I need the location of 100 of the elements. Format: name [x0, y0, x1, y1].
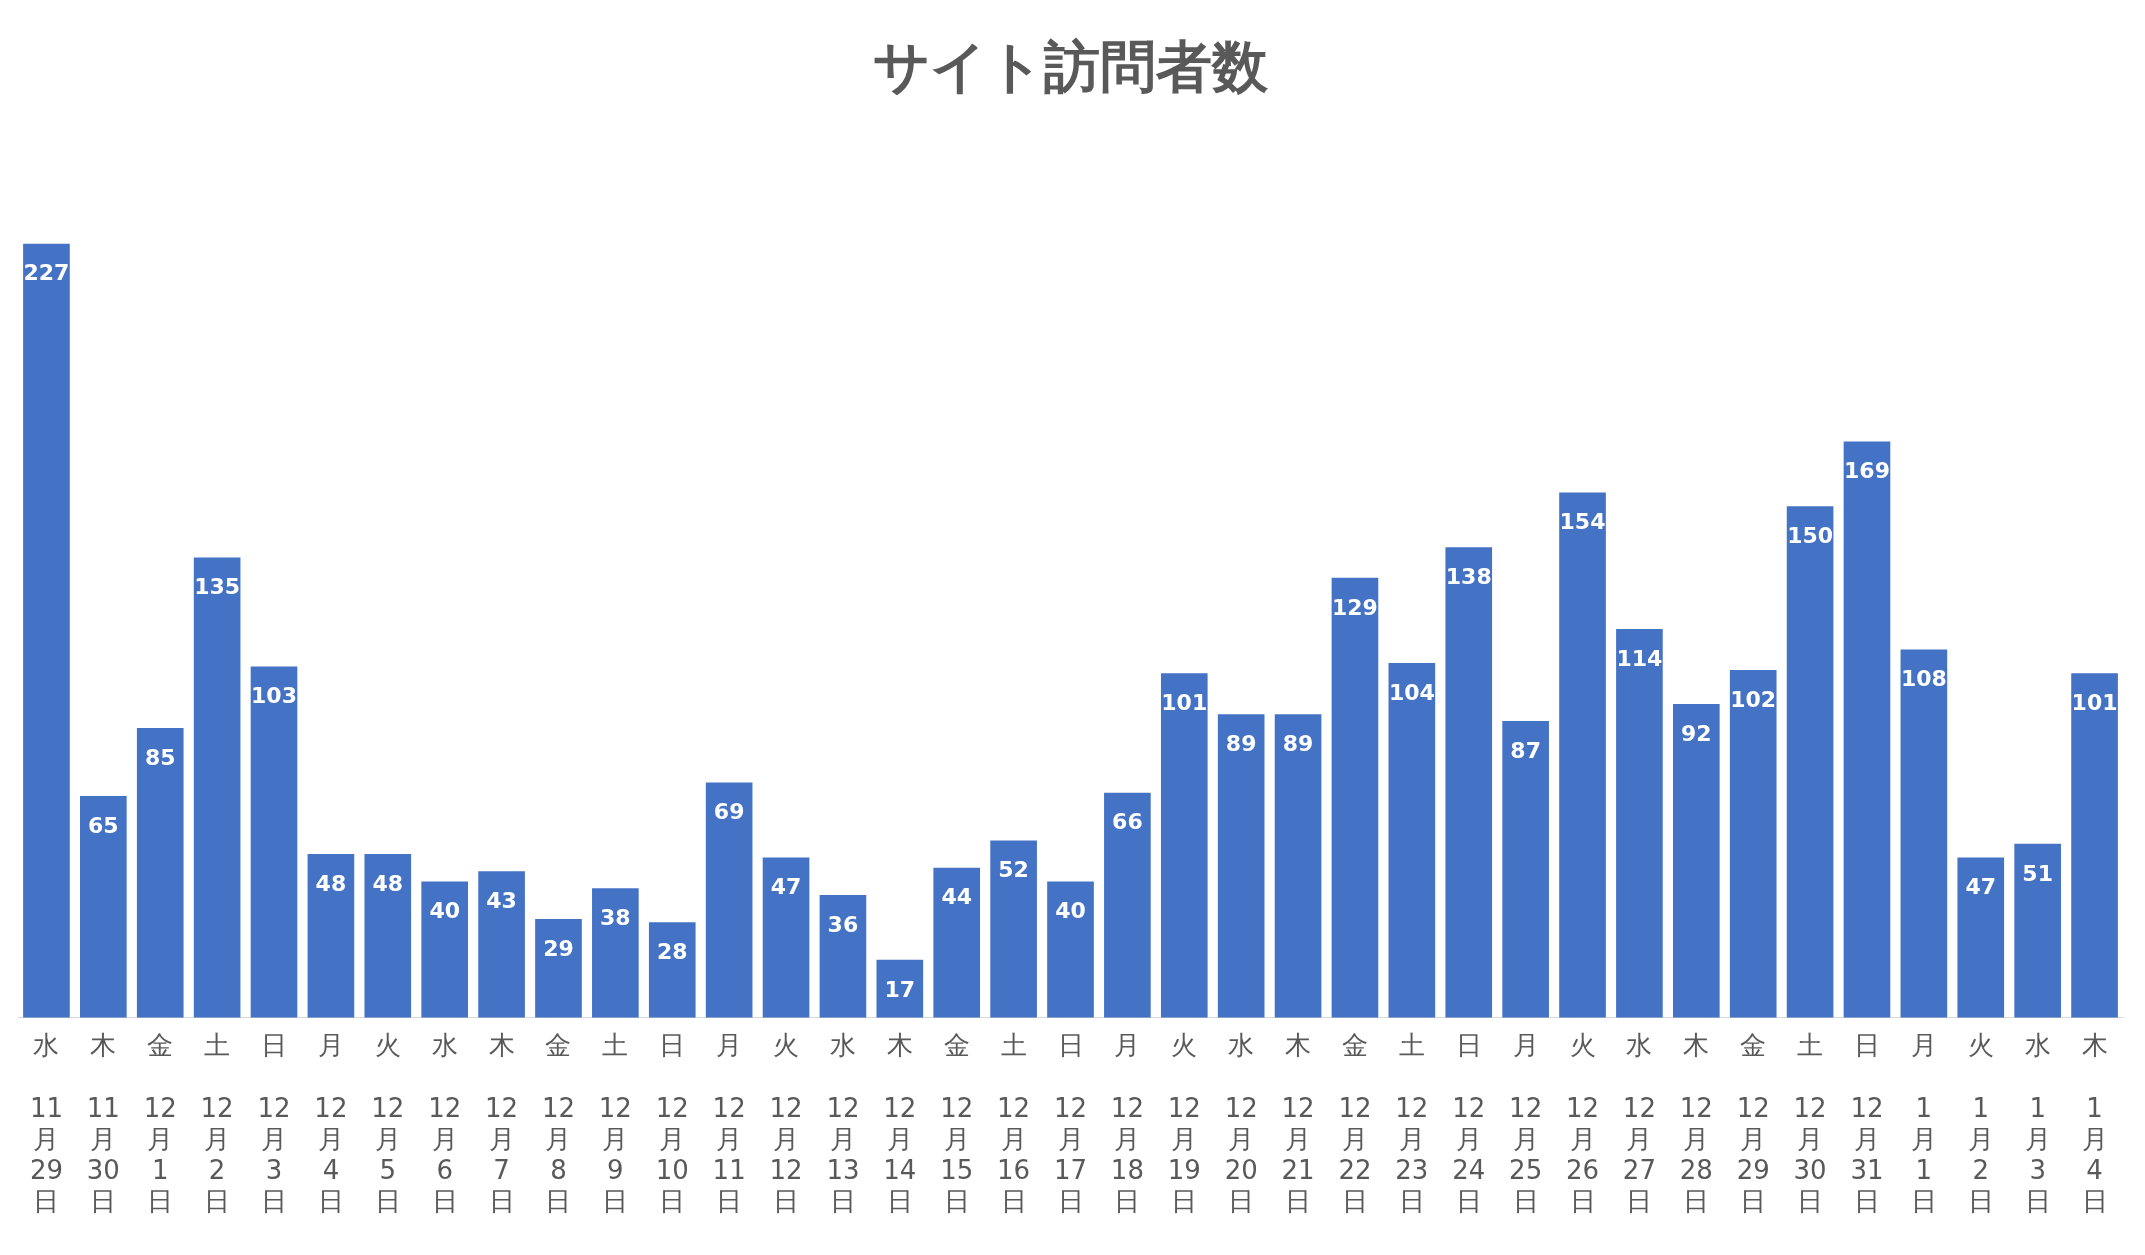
- category-label: 木 11月30日: [86, 1030, 120, 1217]
- category-label: 火 12月12日: [769, 1030, 803, 1217]
- category-label: 木 12月21日: [1281, 1030, 1315, 1217]
- bar: [1900, 649, 1948, 1018]
- category-label: 日 12月10日: [655, 1030, 689, 1217]
- category-label: 月 12月25日: [1509, 1030, 1543, 1217]
- data-label: 169: [1844, 458, 1890, 484]
- category-label: 月 12月18日: [1110, 1030, 1144, 1217]
- category-label: 木 12月14日: [883, 1030, 917, 1217]
- data-label: 108: [1900, 666, 1947, 692]
- category-label: 火 12月19日: [1167, 1030, 1201, 1217]
- category-label: 月 12月11日: [712, 1030, 746, 1217]
- category-label: 月 1月1日: [1910, 1030, 1937, 1217]
- bar: [136, 727, 184, 1018]
- bar: [1502, 721, 1549, 1018]
- category-label: 水 12月13日: [826, 1030, 860, 1217]
- data-label: 28: [656, 939, 688, 965]
- category-label: 金 12月1日: [143, 1030, 177, 1217]
- bar: [819, 895, 867, 1018]
- category-label: 土 12月2日: [200, 1030, 234, 1217]
- data-label: 40: [1055, 898, 1086, 924]
- bar: [80, 796, 127, 1018]
- data-label: 65: [88, 812, 119, 838]
- data-label: 104: [1388, 679, 1435, 705]
- data-label: 227: [23, 260, 70, 286]
- data-label: 129: [1331, 594, 1378, 620]
- chart-title: サイト訪問者数: [873, 34, 1269, 100]
- category-label: 日 12月3日: [257, 1030, 291, 1217]
- category-label: 火 12月26日: [1565, 1030, 1600, 1217]
- data-label: 48: [372, 870, 404, 896]
- data-label: 44: [941, 884, 973, 910]
- category-label: 水 12月20日: [1224, 1030, 1258, 1217]
- bar: [535, 918, 582, 1018]
- bar: [1160, 673, 1208, 1018]
- category-label: 土 12月30日: [1793, 1030, 1827, 1217]
- data-label: 47: [770, 874, 802, 900]
- bar: [592, 888, 639, 1018]
- bar: [1559, 492, 1606, 1018]
- data-label: 101: [2071, 690, 2118, 716]
- category-label: 金 12月8日: [541, 1030, 576, 1217]
- bar: [1616, 629, 1663, 1018]
- category-label: 火 12月5日: [371, 1030, 405, 1217]
- category-label: 火 1月2日: [1967, 1030, 1994, 1217]
- bar: [364, 854, 412, 1018]
- data-label: 114: [1616, 645, 1663, 671]
- bar: [933, 867, 981, 1018]
- data-label: 87: [1510, 737, 1541, 763]
- data-label: 66: [1112, 809, 1143, 835]
- category-label: 土 12月9日: [598, 1030, 632, 1217]
- data-label: 40: [429, 898, 460, 924]
- bar: [876, 959, 924, 1018]
- bar: [1388, 663, 1436, 1018]
- bar: [1047, 881, 1094, 1018]
- data-label: 36: [827, 911, 859, 937]
- category-label: 金 12月29日: [1736, 1030, 1770, 1217]
- category-label: 水 11月29日: [29, 1030, 63, 1217]
- category-label: 日 12月17日: [1053, 1030, 1088, 1217]
- bar: [1729, 669, 1777, 1018]
- bar: [1957, 857, 2005, 1018]
- bar: [648, 922, 696, 1018]
- data-label: 103: [251, 683, 297, 709]
- category-label: 金 12月22日: [1338, 1030, 1372, 1217]
- data-label: 150: [1787, 522, 1834, 548]
- data-label: 29: [543, 935, 574, 961]
- bar: [762, 857, 810, 1018]
- bar: [1104, 792, 1151, 1018]
- bar: [23, 243, 70, 1018]
- data-label: 52: [998, 857, 1029, 883]
- data-label: 92: [1681, 720, 1712, 746]
- data-label: 85: [144, 744, 176, 770]
- bar: [1274, 714, 1322, 1018]
- data-label: 89: [1282, 730, 1314, 756]
- bar: [421, 881, 469, 1018]
- data-label: 89: [1225, 730, 1257, 756]
- bar: [2071, 673, 2118, 1018]
- bar: [250, 666, 298, 1018]
- data-label: 138: [1445, 563, 1492, 589]
- bar: [307, 854, 355, 1018]
- data-label: 135: [194, 574, 241, 600]
- bar: [1843, 441, 1891, 1018]
- category-label: 土 12月16日: [997, 1030, 1031, 1217]
- data-label: 48: [315, 870, 347, 896]
- data-label: 38: [600, 904, 631, 930]
- bar: [1331, 577, 1379, 1018]
- bar: [193, 557, 241, 1018]
- category-label: 水 12月27日: [1622, 1030, 1656, 1217]
- category-label: 木 12月7日: [485, 1030, 519, 1217]
- data-label: 102: [1730, 686, 1777, 712]
- category-label: 日 12月24日: [1452, 1030, 1486, 1217]
- category-label: 木 12月28日: [1679, 1030, 1713, 1217]
- category-label: 水 1月3日: [2024, 1030, 2051, 1217]
- bar: [2014, 843, 2061, 1018]
- category-label: 日 12月31日: [1850, 1030, 1884, 1217]
- bar: [1672, 704, 1720, 1018]
- bar: [1786, 506, 1834, 1018]
- category-label: 月 12月4日: [314, 1030, 348, 1217]
- bar: [705, 782, 753, 1018]
- bar: [478, 871, 525, 1018]
- data-label: 51: [2022, 860, 2053, 886]
- category-label: 木 1月4日: [2081, 1030, 2108, 1217]
